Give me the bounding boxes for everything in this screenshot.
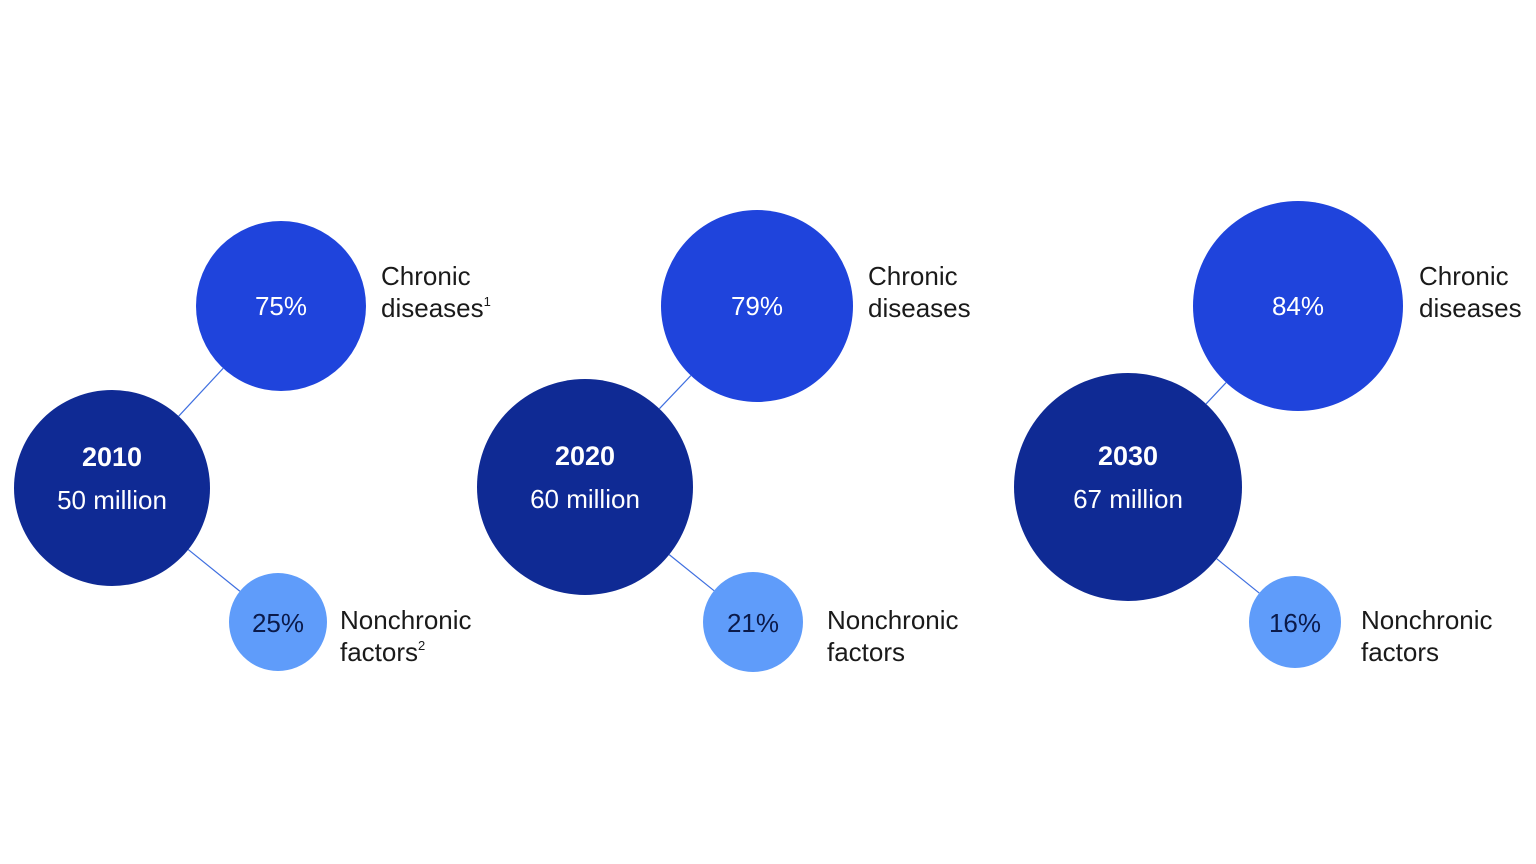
nonchronic-2030-label: Nonchronic factors	[1361, 605, 1493, 667]
chronic-percent-2020: 79%	[731, 291, 783, 321]
chronic-2030-label-line: Chronic	[1419, 261, 1509, 291]
chronic-2010-footnote: 1	[484, 294, 491, 309]
chronic-2020-label-line: Chronic	[868, 261, 958, 291]
nonchronic-2030-label-line: Nonchronic	[1361, 605, 1493, 635]
nonchronic-2010-label-line: factors	[340, 637, 418, 667]
total-label-2020: 60 million	[530, 484, 640, 514]
nonchronic-percent-2030: 16%	[1269, 608, 1321, 638]
year-label-2010: 2010	[82, 442, 142, 472]
chronic-2010-label-line: Chronic	[381, 261, 471, 291]
nonchronic-2030-label-line: factors	[1361, 637, 1439, 667]
chronic-2010-label: Chronic diseases1	[381, 261, 491, 323]
chronic-bubble-2020	[661, 210, 853, 402]
chronic-2030-label-line: diseases	[1419, 293, 1522, 323]
connector-chronic-2010	[178, 367, 224, 417]
nonchronic-2010-footnote: 2	[418, 638, 425, 653]
nonchronic-2010-label-line: Nonchronic	[340, 605, 472, 635]
nonchronic-bubble-2010	[229, 573, 327, 671]
nonchronic-percent-2010: 25%	[252, 608, 304, 638]
nonchronic-2020-label-line: Nonchronic	[827, 605, 959, 635]
connector-chronic-2030	[1205, 382, 1227, 405]
group-2030: 2030 67 million 84% Chronic diseases 16% Nonch…	[1014, 201, 1522, 668]
chronic-percent-2010: 75%	[255, 291, 307, 321]
total-bubble-2020	[477, 379, 693, 595]
chronic-2010-label-line: diseases	[381, 293, 484, 323]
total-label-2030: 67 million	[1073, 484, 1183, 514]
chronic-2020-label: Chronic diseases	[868, 261, 971, 323]
nonchronic-2010-label: Nonchronic factors2	[340, 605, 472, 667]
nonchronic-2020-label-line: factors	[827, 637, 905, 667]
chronic-bubble-2030	[1193, 201, 1403, 411]
connector-nonchronic-2020	[668, 554, 715, 592]
connector-nonchronic-2030	[1216, 558, 1260, 594]
total-bubble-2010	[14, 390, 210, 586]
group-2010: 2010 50 million 75% Chronic diseases1 25% Nonc…	[14, 221, 491, 671]
year-label-2030: 2030	[1098, 441, 1158, 471]
nonchronic-2020-label: Nonchronic factors	[827, 605, 959, 667]
connector-nonchronic-2010	[187, 549, 241, 592]
group-2020: 2020 60 million 79% Chronic diseases 21% Nonch…	[477, 210, 971, 672]
connector-chronic-2020	[658, 375, 692, 410]
chronic-2020-label-line: diseases	[868, 293, 971, 323]
total-bubble-2030	[1014, 373, 1242, 601]
chronic-2030-label: Chronic diseases	[1419, 261, 1522, 323]
chronic-percent-2030: 84%	[1272, 291, 1324, 321]
chronic-bubble-2010	[196, 221, 366, 391]
nonchronic-percent-2020: 21%	[727, 608, 779, 638]
total-label-2010: 50 million	[57, 485, 167, 515]
year-label-2020: 2020	[555, 441, 615, 471]
nonchronic-bubble-2030	[1249, 576, 1341, 668]
nonchronic-bubble-2020	[703, 572, 803, 672]
